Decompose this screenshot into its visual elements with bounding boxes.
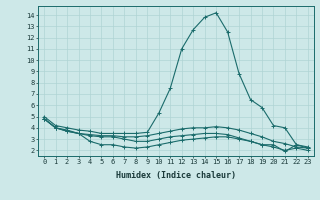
X-axis label: Humidex (Indice chaleur): Humidex (Indice chaleur) xyxy=(116,171,236,180)
